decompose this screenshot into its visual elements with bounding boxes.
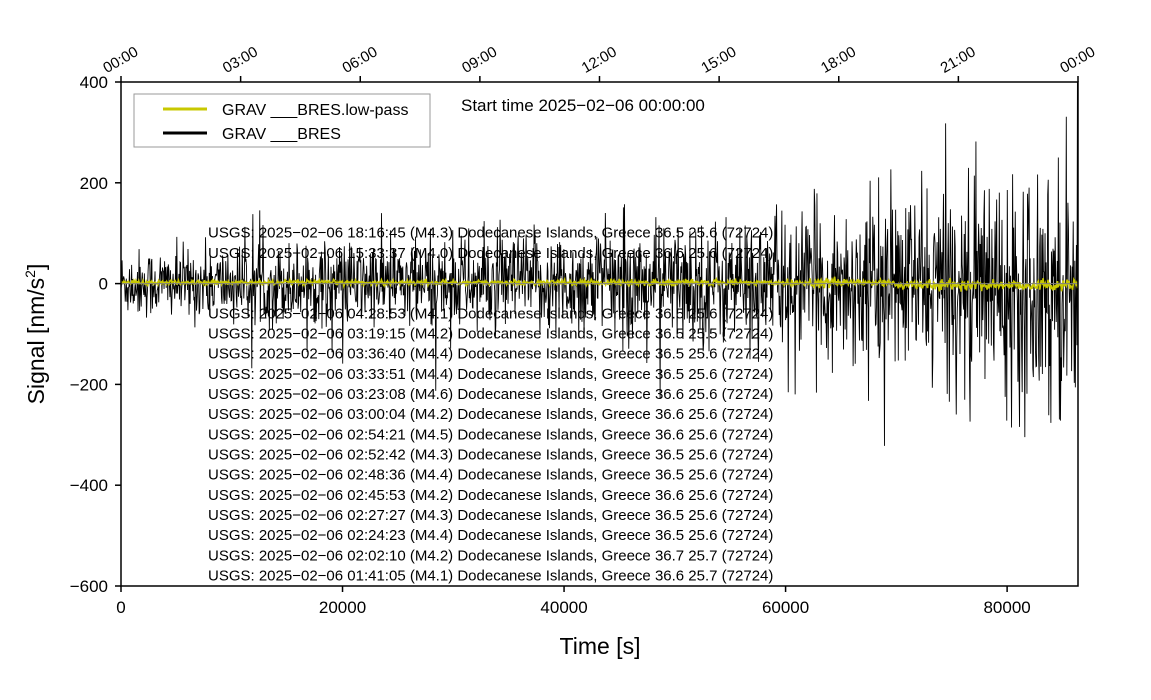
top-tick-label: 03:00	[220, 43, 261, 76]
legend-box	[133, 93, 431, 148]
event-annotation: USGS: 2025−02−06 15:33:37 (M4.0) Dodecan…	[208, 245, 773, 262]
event-annotation: USGS: 2025−02−06 03:19:15 (M4.2) Dodecan…	[208, 325, 773, 342]
x-tick-label: 0	[116, 598, 125, 617]
event-annotation: USGS: 2025−02−06 03:23:08 (M4.6) Dodecan…	[208, 386, 773, 403]
y-axis-ticks: −600 −400 −200 0 200 400	[70, 73, 121, 596]
top-tick-label: 00:00	[100, 43, 141, 76]
event-annotation: USGS: 2025−02−06 02:24:23 (M4.4) Dodecan…	[208, 527, 773, 544]
y-tick-label: −600	[70, 577, 108, 596]
x-tick-label: 60000	[762, 598, 809, 617]
x-tick-label: 20000	[319, 598, 366, 617]
event-annotation: USGS: 2025−02−06 18:16:45 (M4.3) Dodecan…	[208, 225, 773, 242]
x-axis-ticks: 0 20000 40000 60000 80000	[116, 586, 1031, 617]
x-axis-title: Time [s]	[560, 633, 641, 659]
legend-label-raw: GRAV ___BRES	[222, 126, 341, 143]
y-axis-title: Signal [nm/s2]	[22, 264, 49, 405]
x-tick-label: 80000	[983, 598, 1030, 617]
event-annotation: USGS: 2025−02−06 02:52:42 (M4.3) Dodecan…	[208, 446, 773, 463]
event-annotation: USGS: 2025−02−06 04:28:53 (M4.1) Dodecan…	[208, 305, 773, 322]
y-tick-label: 0	[99, 275, 108, 294]
event-annotation: USGS: 2025−02−06 03:00:04 (M4.2) Dodecan…	[208, 406, 773, 423]
top-tick-label: 12:00	[579, 43, 620, 76]
event-annotation: USGS: 2025−02−06 02:02:10 (M4.2) Dodecan…	[208, 547, 773, 564]
top-time-axis: 00:00 03:00 06:00 09:00 12:00 15:00 18:00 21:00…	[100, 43, 1098, 82]
top-tick-label: 06:00	[339, 43, 380, 76]
top-tick-label: 15:00	[698, 43, 739, 76]
event-annotation: USGS: 2025−02−06 02:54:21 (M4.5) Dodecan…	[208, 426, 773, 443]
y-tick-label: −200	[70, 375, 108, 394]
plot-area-background	[121, 82, 1078, 586]
y-tick-label: 200	[80, 174, 108, 193]
event-annotation: USGS: 2025−02−06 02:27:27 (M4.3) Dodecan…	[208, 507, 773, 524]
legend-label-low-pass: GRAV ___BRES.low-pass	[222, 102, 408, 119]
event-annotation: USGS: 2025−02−06 03:36:40 (M4.4) Dodecan…	[208, 346, 773, 363]
top-tick-label: 09:00	[459, 43, 500, 76]
event-annotation: USGS: 2025−02−06 03:33:51 (M4.4) Dodecan…	[208, 366, 773, 383]
event-annotation: USGS: 2025−02−06 01:41:05 (M4.1) Dodecan…	[208, 567, 773, 584]
top-tick-label: 00:00	[1057, 43, 1098, 76]
x-tick-label: 40000	[540, 598, 587, 617]
start-time-label: Start time 2025−02−06 00:00:00	[461, 96, 705, 115]
top-tick-label: 18:00	[818, 43, 859, 76]
y-tick-label: 400	[80, 73, 108, 92]
series-raw-trace	[121, 82, 1078, 446]
event-annotation: USGS: 2025−02−06 02:45:53 (M4.2) Dodecan…	[208, 487, 773, 504]
top-tick-label: 21:00	[938, 43, 979, 76]
y-tick-label: −400	[70, 476, 108, 495]
annotation-layer: USGS: 2025−02−06 18:16:45 (M4.3) Dodecan…	[208, 225, 773, 585]
legend: GRAV ___BRES.low-pass GRAV ___BRES	[133, 93, 431, 148]
event-annotation: USGS: 2025−02−06 02:48:36 (M4.4) Dodecan…	[208, 467, 773, 484]
